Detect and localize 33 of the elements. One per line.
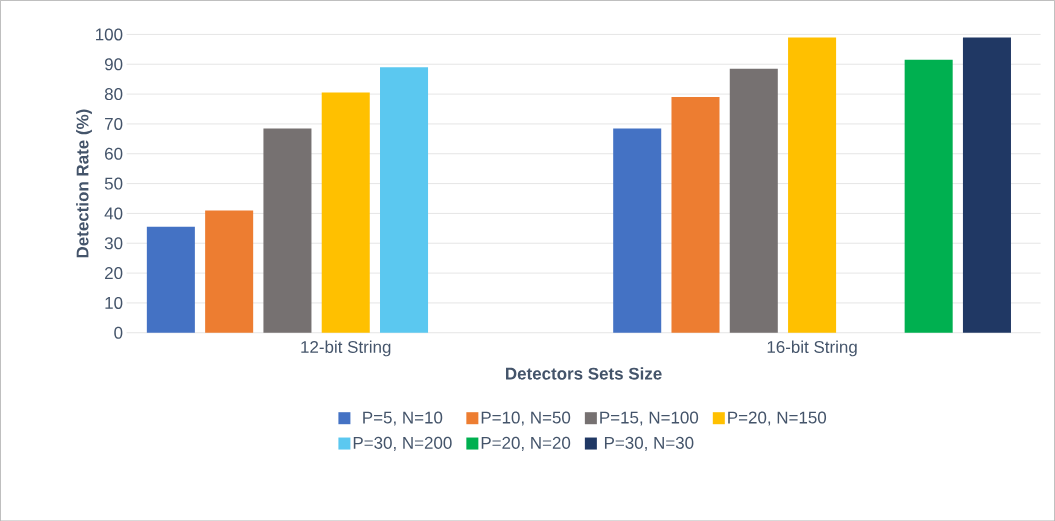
y-tick-label: 90 [104,58,123,71]
bar [788,37,837,333]
y-tick-label: 40 [104,207,123,220]
y-tick-label: 10 [105,296,123,309]
x-tick-label: 12-bit String [301,340,391,357]
y-tick-label: 80 [104,87,123,100]
y-tick-label: 50 [104,177,123,190]
legend-label: P=20, N=150 [728,411,827,426]
bar [613,128,662,333]
y-tick-label: 100 [96,28,123,41]
y-tick-label: 30 [104,237,123,250]
y-axis-title: Detection Rate (%) [76,109,92,258]
legend-label: P=30, N=200 [353,436,452,451]
y-tick-label: 60 [105,147,123,160]
bar [263,128,312,333]
legend-label: P=10, N=50 [481,411,571,426]
bar [146,226,195,333]
legend-label: P=20, N=20 [481,436,571,451]
legend-label: P=15, N=100 [600,411,699,426]
bar [671,96,720,333]
y-tick-label: 20 [105,266,123,279]
y-tick-label: 70 [105,117,123,130]
bar [380,67,429,333]
legend-label: P=5, N=10 [363,411,443,426]
legend-label: P=30, N=30 [604,436,694,451]
bar [904,59,953,333]
x-tick-label: 16-bit String [767,340,857,357]
bar [962,37,1011,333]
bar [205,210,254,333]
x-axis-title: Detectors Sets Size [506,367,662,380]
bar [729,68,778,333]
y-tick-label: 0 [114,326,123,339]
bar [321,92,370,333]
